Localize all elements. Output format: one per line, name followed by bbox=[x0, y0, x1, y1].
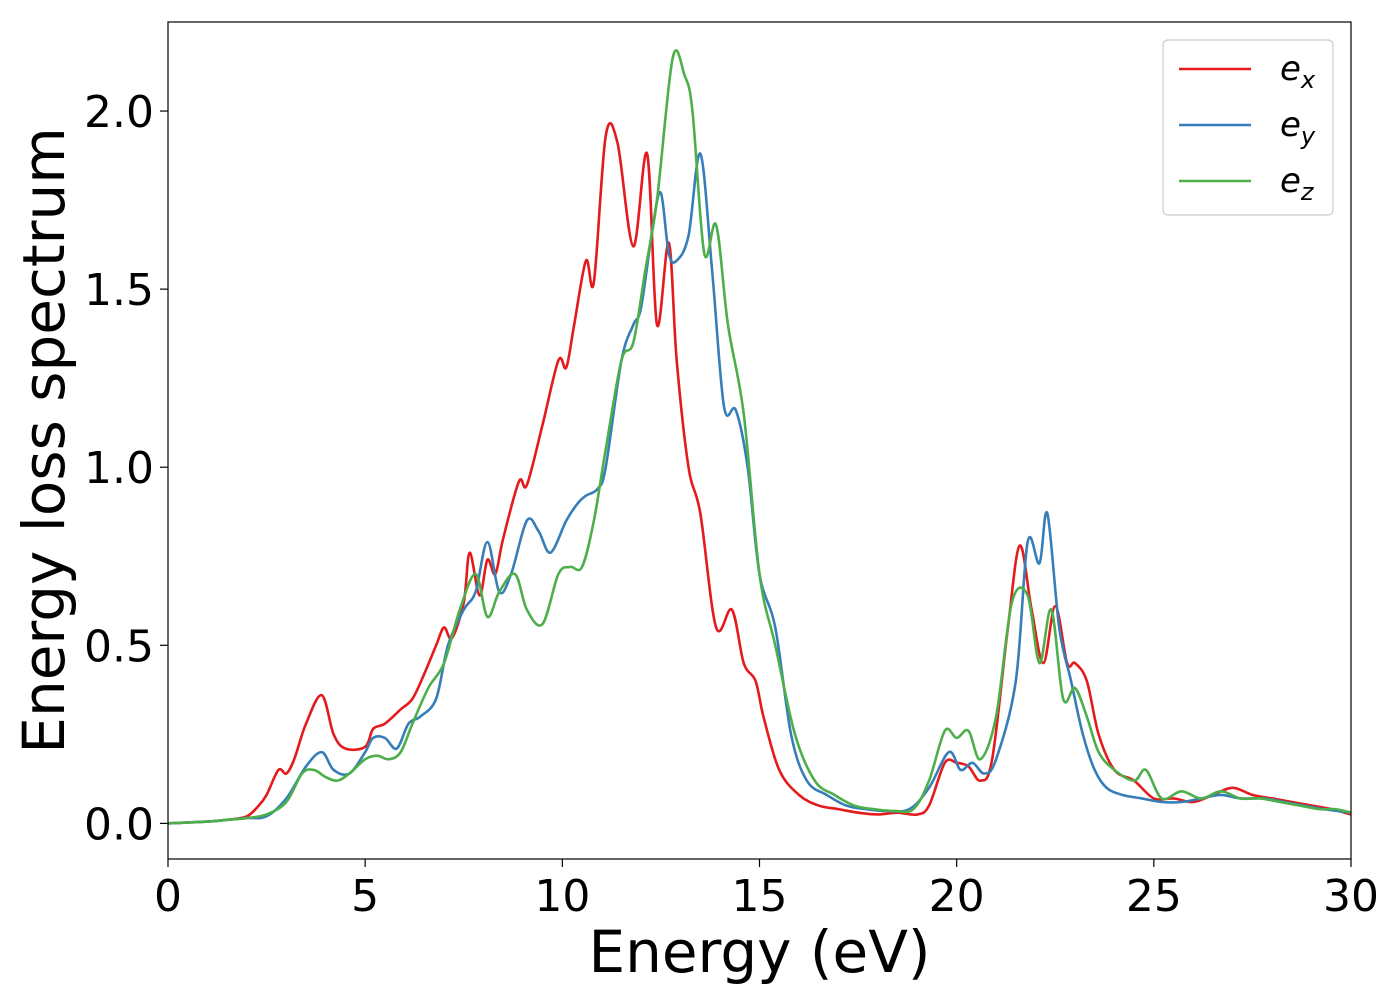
series-line-y bbox=[168, 152, 1351, 825]
y-tick-label: 0.5 bbox=[84, 621, 154, 672]
x-tick-label: 25 bbox=[1126, 871, 1182, 922]
series-line-z bbox=[168, 49, 1351, 825]
x-tick-label: 0 bbox=[154, 871, 182, 922]
y-tick-label: 1.0 bbox=[84, 443, 154, 494]
y-tick-label: 2.0 bbox=[84, 87, 154, 138]
y-axis-ticks: 0.0 0.5 1.0 1.5 2.0 bbox=[84, 87, 168, 850]
x-tick-label: 10 bbox=[534, 871, 590, 922]
y-axis-title: Energy loss spectrum bbox=[10, 127, 78, 753]
y-tick-label: 0.0 bbox=[84, 799, 154, 850]
x-axis-title: Energy (eV) bbox=[588, 918, 930, 986]
x-tick-label: 5 bbox=[351, 871, 379, 922]
plot-lines bbox=[168, 49, 1351, 825]
series-line-x bbox=[168, 121, 1351, 825]
legend-label-x: ex bbox=[1280, 49, 1316, 94]
x-tick-label: 15 bbox=[732, 871, 788, 922]
x-axis-ticks: 0 5 10 15 20 25 30 bbox=[154, 859, 1379, 922]
legend-label-y: ey bbox=[1280, 105, 1316, 150]
x-tick-label: 20 bbox=[929, 871, 985, 922]
legend-box bbox=[1162, 39, 1334, 216]
x-tick-label: 30 bbox=[1323, 871, 1379, 922]
y-tick-label: 1.5 bbox=[84, 265, 154, 316]
